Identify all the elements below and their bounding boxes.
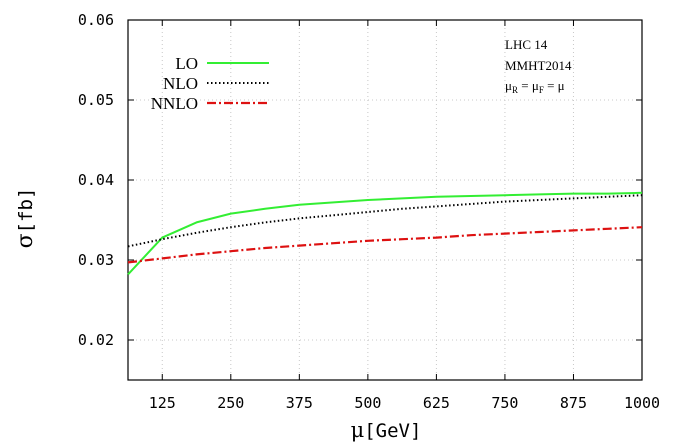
y-tick-label: 0.05 (78, 91, 114, 109)
series-nnlo-line (127, 226, 643, 264)
y-axis-label: σ[fb] (13, 188, 38, 249)
tick-labels: 125 250 375 500 625 750 875 1000 0.02 0.03 0.04 0.0… (78, 11, 660, 412)
legend-label-nlo: NLO (163, 74, 198, 93)
x-tick-label: 375 (286, 394, 313, 412)
info-collider: LHC 14 (505, 37, 548, 52)
x-tick-label: 750 (491, 394, 518, 412)
x-tick-label: 125 (149, 394, 176, 412)
y-tick-label: 0.04 (78, 171, 114, 189)
x-tick-label: 250 (217, 394, 244, 412)
series-lo-line (127, 191, 643, 276)
y-tick-label: 0.03 (78, 251, 114, 269)
x-tick-label: 500 (354, 394, 381, 412)
legend-label-nnlo: NNLO (151, 94, 198, 113)
plot-frame (127, 19, 643, 381)
x-tick-label: 625 (423, 394, 450, 412)
y-tick-label: 0.06 (78, 11, 114, 29)
info-scale-choice: μR = μF = μ (505, 78, 565, 95)
x-tick-label: 875 (560, 394, 587, 412)
axis-ticks (128, 19, 643, 380)
x-axis-label: μ[GeV] (351, 418, 422, 442)
legend-label-lo: LO (175, 54, 198, 73)
series-lines (127, 191, 643, 276)
x-tick-label: 1000 (624, 394, 660, 412)
info-annotation: LHC 14 MMHT2014 μR = μF = μ (505, 37, 572, 95)
y-tick-label: 0.02 (78, 331, 114, 349)
info-pdf-set: MMHT2014 (505, 58, 572, 73)
